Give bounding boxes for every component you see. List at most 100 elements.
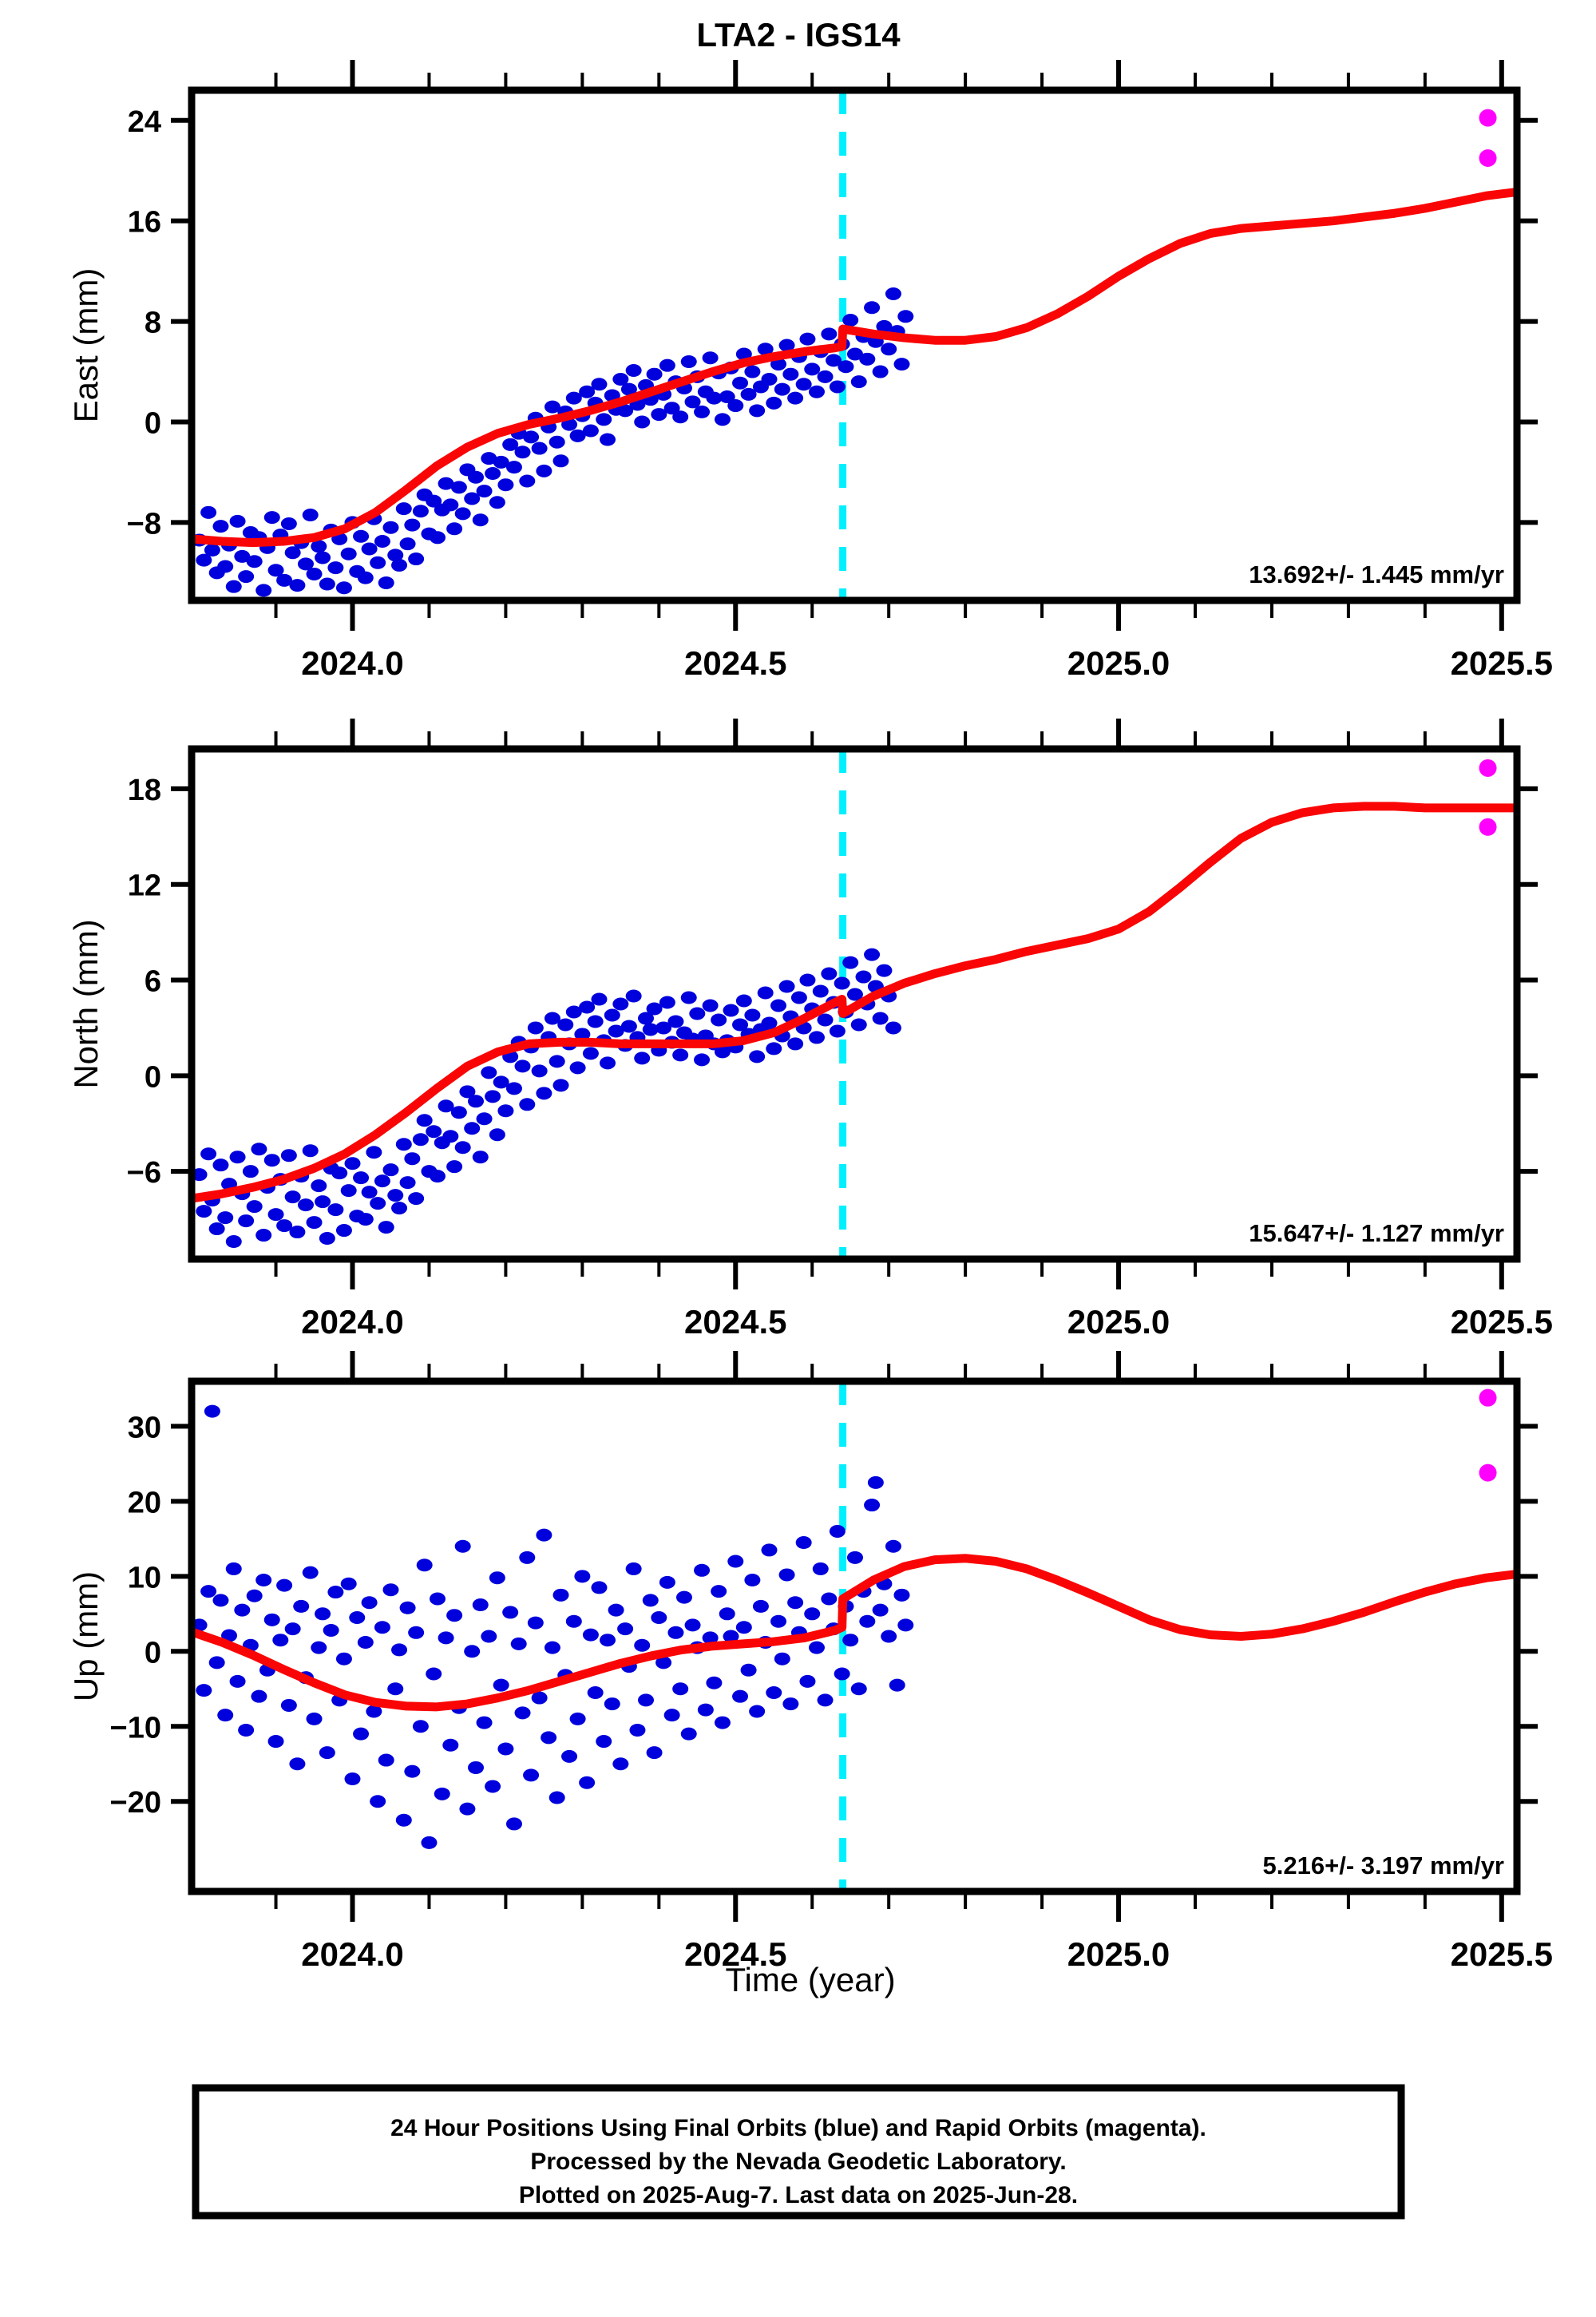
- x-tick-label-north-1: 2024.5: [684, 1303, 786, 1341]
- data-point: [527, 1021, 544, 1035]
- data-point: [638, 1693, 655, 1707]
- data-point: [404, 1764, 421, 1778]
- data-point: [711, 1013, 727, 1027]
- y-tick-label-north-1: 12: [128, 869, 161, 903]
- data-point: [421, 1836, 438, 1849]
- data-point: [812, 984, 829, 998]
- data-point: [289, 579, 306, 592]
- data-point: [391, 1202, 408, 1215]
- data-point: [357, 1636, 374, 1650]
- data-point: [357, 571, 374, 584]
- data-point: [799, 1674, 816, 1688]
- data-point: [795, 1536, 812, 1550]
- data-point: [284, 546, 301, 560]
- data-point: [251, 1143, 267, 1156]
- data-point: [212, 1158, 229, 1172]
- data-point: [651, 408, 667, 422]
- data-point: [672, 410, 689, 424]
- x-tick-label-up-1: 2024.5: [684, 1935, 786, 1973]
- data-point: [872, 1012, 889, 1025]
- data-point: [659, 1575, 675, 1589]
- data-point: [519, 474, 536, 488]
- data-point: [430, 531, 446, 545]
- data-point: [395, 1813, 412, 1827]
- data-point: [306, 1216, 323, 1230]
- data-point: [217, 1211, 234, 1225]
- data-point: [426, 1125, 442, 1139]
- data-point: [582, 1047, 599, 1060]
- data-point: [276, 573, 293, 587]
- data-point: [464, 1645, 481, 1658]
- y-tick-label-up-4: −10: [110, 1711, 161, 1745]
- data-point: [531, 442, 548, 455]
- data-point: [536, 1528, 552, 1542]
- data-point: [527, 1616, 544, 1630]
- data-point: [591, 992, 608, 1006]
- data-point: [761, 1016, 778, 1030]
- data-point: [855, 970, 872, 984]
- data-point: [782, 1697, 799, 1711]
- data-point: [612, 997, 629, 1011]
- data-point: [872, 365, 889, 378]
- data-point: [881, 343, 897, 356]
- data-point: [617, 404, 634, 418]
- data-point: [694, 1563, 711, 1577]
- data-point: [646, 367, 663, 381]
- data-point: [327, 1203, 344, 1217]
- data-point: [638, 1012, 655, 1025]
- data-point: [629, 1723, 646, 1737]
- data-point: [438, 477, 454, 490]
- data-point: [200, 505, 217, 519]
- panel-east: 24 16 8 0 −8 2024.0 2024.5 2025.0 2025.5 East (mm…: [67, 60, 1553, 682]
- data-point: [196, 553, 212, 567]
- data-point: [600, 1056, 616, 1070]
- data-point: [574, 1028, 591, 1041]
- data-point: [552, 1079, 569, 1092]
- data-point: [859, 352, 876, 366]
- data-point: [889, 1678, 905, 1692]
- data-points-final-north: [192, 948, 901, 1249]
- model-trajectory-up: [192, 1554, 1517, 1712]
- data-point: [749, 1050, 766, 1063]
- data-point: [408, 553, 425, 566]
- data-point: [276, 1219, 293, 1233]
- data-point: [766, 1042, 782, 1056]
- data-point: [408, 1192, 425, 1206]
- data-point: [549, 1055, 565, 1068]
- data-point: [531, 1691, 548, 1705]
- data-point: [735, 347, 752, 361]
- data-point: [430, 1592, 446, 1606]
- data-point: [838, 360, 854, 374]
- data-point: [366, 1705, 382, 1718]
- data-point: [766, 396, 782, 410]
- data-point: [651, 1611, 667, 1625]
- data-point: [596, 413, 612, 426]
- data-point: [893, 358, 910, 371]
- y-axis-label-up: Up (mm): [67, 1571, 105, 1701]
- data-point: [735, 1621, 752, 1634]
- data-point: [255, 1574, 272, 1587]
- data-point: [378, 1221, 394, 1234]
- data-point: [808, 1031, 825, 1044]
- data-point: [340, 547, 357, 560]
- data-point: [608, 1603, 624, 1617]
- x-tick-label-up-3: 2025.5: [1451, 1935, 1553, 1973]
- data-point: [505, 461, 522, 474]
- data-point-rapid: [1479, 818, 1497, 836]
- data-point: [327, 1586, 344, 1599]
- x-tick-label-east-0: 2024.0: [301, 644, 403, 682]
- data-point: [795, 378, 812, 391]
- data-point: [846, 347, 863, 361]
- rate-label-up: 5.216+/- 3.197 mm/yr: [1263, 1852, 1504, 1879]
- data-point: [778, 1568, 795, 1582]
- data-point: [302, 1144, 319, 1158]
- data-point: [366, 1146, 382, 1159]
- plot-frame-north: [188, 745, 1521, 1263]
- data-point: [255, 584, 272, 597]
- data-point: [778, 980, 795, 993]
- data-point: [454, 1141, 471, 1155]
- data-point: [702, 1631, 719, 1645]
- data-point: [327, 561, 344, 575]
- data-point: [442, 498, 459, 512]
